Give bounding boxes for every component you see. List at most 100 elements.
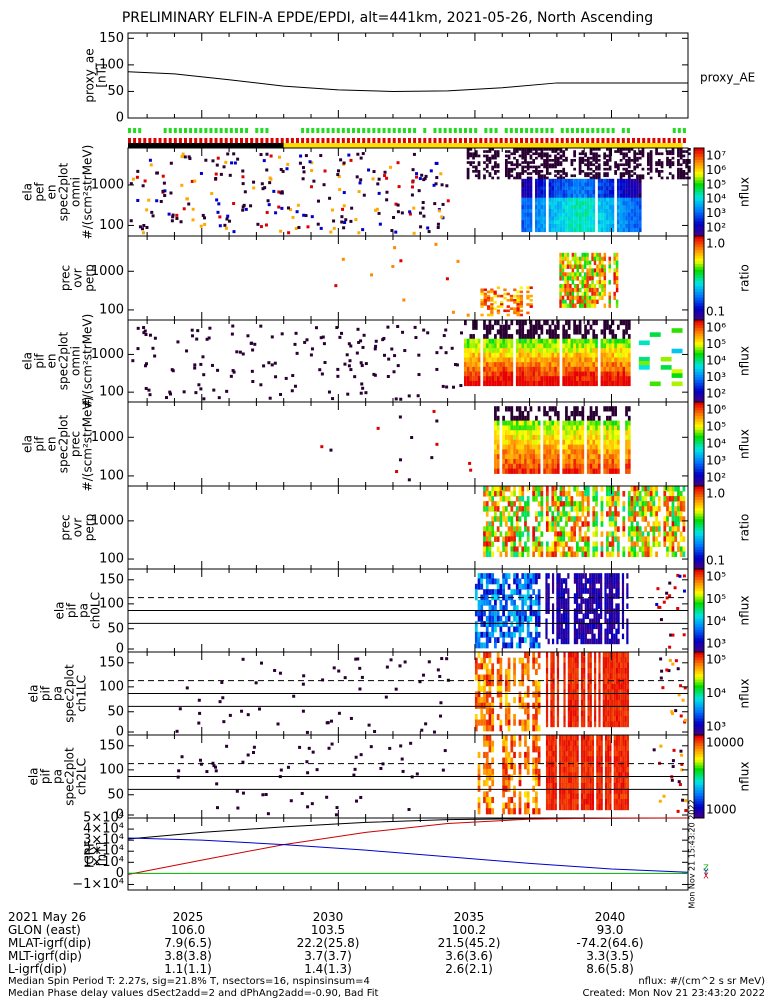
spectrogram-pixel bbox=[615, 588, 618, 594]
spectrogram-pixel bbox=[503, 296, 507, 300]
spectrogram-pixel bbox=[551, 190, 555, 195]
spectrogram-pixel bbox=[493, 307, 497, 310]
spectrogram-pixel bbox=[616, 178, 620, 184]
spectrogram-pixel bbox=[325, 721, 329, 725]
spectrogram-pixel bbox=[499, 348, 503, 354]
spectrogram-pixel bbox=[545, 501, 549, 507]
spectrogram-pixel bbox=[578, 208, 582, 214]
quality-bar-green bbox=[570, 128, 574, 133]
spectrogram-pixel bbox=[627, 148, 631, 151]
spectrogram-pixel bbox=[603, 156, 607, 160]
spectrogram-pixel bbox=[595, 491, 598, 497]
spectrogram-pixel bbox=[578, 165, 582, 169]
spectrogram-pixel bbox=[671, 174, 675, 178]
spectrogram-pixel bbox=[182, 207, 186, 211]
spectrogram-pixel bbox=[506, 313, 510, 317]
spectrogram-pixel bbox=[296, 203, 300, 207]
spectrogram-pixel bbox=[412, 206, 416, 210]
spectrogram-pixel bbox=[622, 201, 626, 206]
spectrogram-pixel bbox=[641, 167, 645, 171]
spectrogram-pixel bbox=[573, 371, 576, 377]
spectrogram-pixel bbox=[331, 208, 335, 212]
spectrogram-pixel bbox=[567, 205, 571, 210]
spectrogram-pixel bbox=[502, 546, 505, 553]
spectrogram-pixel bbox=[625, 329, 628, 335]
spectrogram-pixel bbox=[559, 291, 562, 297]
spectrogram-pixel bbox=[278, 671, 282, 675]
spectrogram-pixel bbox=[532, 362, 536, 368]
spectrogram-pixel bbox=[556, 521, 560, 527]
spectrogram-pixel bbox=[480, 631, 484, 638]
spectrogram-pixel bbox=[529, 376, 533, 382]
quality-bar-green bbox=[209, 128, 213, 133]
spectrogram-pixel bbox=[532, 343, 536, 349]
spectrogram-pixel bbox=[611, 220, 615, 225]
spectrogram-pixel bbox=[185, 197, 189, 201]
spectrogram-pixel bbox=[595, 608, 598, 614]
spectrogram-pixel bbox=[545, 357, 549, 363]
spectrogram-pixel bbox=[287, 231, 291, 235]
spectrogram-pixel bbox=[507, 631, 511, 638]
spectrogram-pixel bbox=[507, 425, 511, 431]
spectrogram-pixel bbox=[524, 583, 527, 590]
spectrogram-pixel bbox=[322, 183, 326, 187]
spectrogram-pixel bbox=[193, 366, 197, 370]
spectrogram-pixel bbox=[515, 605, 519, 611]
spectrogram-pixel bbox=[545, 668, 549, 674]
spectrogram-pixel bbox=[589, 618, 592, 625]
spectrogram-pixel bbox=[141, 184, 145, 188]
spectrogram-pixel bbox=[617, 573, 620, 579]
spectrogram-pixel bbox=[304, 214, 308, 218]
spectrogram-pixel bbox=[593, 252, 597, 258]
spectrogram-pixel bbox=[548, 449, 552, 455]
spectrogram-pixel bbox=[685, 176, 688, 180]
spectrogram-pixel bbox=[647, 491, 650, 497]
spectrogram-pixel bbox=[499, 657, 503, 664]
spectrogram-pixel bbox=[655, 161, 658, 164]
spectrogram-pixel bbox=[494, 425, 497, 431]
spectrogram-pixel bbox=[630, 186, 634, 191]
spectrogram-pixel bbox=[187, 202, 191, 206]
spectrogram-pixel bbox=[491, 663, 495, 670]
spectrogram-pixel bbox=[603, 280, 607, 285]
spectrogram-pixel bbox=[581, 220, 585, 225]
spectrogram-pixel bbox=[649, 546, 653, 553]
spectrogram-pixel bbox=[564, 291, 567, 297]
spectrogram-pixel bbox=[518, 435, 522, 441]
spectrogram-pixel bbox=[526, 296, 530, 300]
spectrogram-pixel bbox=[477, 685, 481, 692]
spectrogram-pixel bbox=[187, 155, 191, 159]
spectrogram-pixel bbox=[535, 439, 538, 446]
spectrogram-pixel bbox=[259, 153, 263, 157]
spectrogram-pixel bbox=[295, 351, 299, 355]
spectrogram-pixel bbox=[655, 486, 658, 492]
spectrogram-pixel bbox=[576, 205, 579, 210]
spectrogram-pixel bbox=[573, 357, 576, 363]
spectrogram-pixel bbox=[613, 618, 616, 625]
spectrogram-pixel bbox=[529, 224, 533, 229]
spectrogram-pixel bbox=[611, 193, 615, 199]
spectrogram-pixel bbox=[477, 163, 481, 167]
spectrogram-pixel bbox=[592, 208, 596, 214]
spectrogram-pixel bbox=[524, 435, 527, 441]
spectrogram-pixel bbox=[411, 168, 415, 172]
spectrogram-pixel bbox=[294, 226, 298, 230]
spectrogram-pixel bbox=[641, 174, 645, 178]
spectrogram-pixel bbox=[500, 294, 504, 298]
spectrogram-pixel bbox=[450, 346, 454, 350]
spectrogram-pixel bbox=[510, 163, 514, 167]
spectrogram-pixel bbox=[567, 628, 570, 635]
spectrogram-pixel bbox=[535, 415, 538, 422]
spectrogram-pixel bbox=[556, 678, 560, 685]
spectrogram-pixel bbox=[581, 156, 585, 160]
spectrogram-pixel bbox=[584, 208, 587, 214]
spectrogram-pixel bbox=[550, 678, 553, 685]
spectrogram-pixel bbox=[606, 435, 609, 441]
quality-bar-red bbox=[133, 138, 137, 143]
spectrogram-pixel bbox=[545, 578, 548, 584]
spectrogram-pixel bbox=[578, 425, 582, 431]
spectrogram-pixel bbox=[545, 491, 549, 497]
spectrogram-pixel bbox=[537, 599, 541, 606]
quality-bar-red bbox=[520, 138, 523, 143]
spectrogram-pixel bbox=[547, 603, 550, 609]
